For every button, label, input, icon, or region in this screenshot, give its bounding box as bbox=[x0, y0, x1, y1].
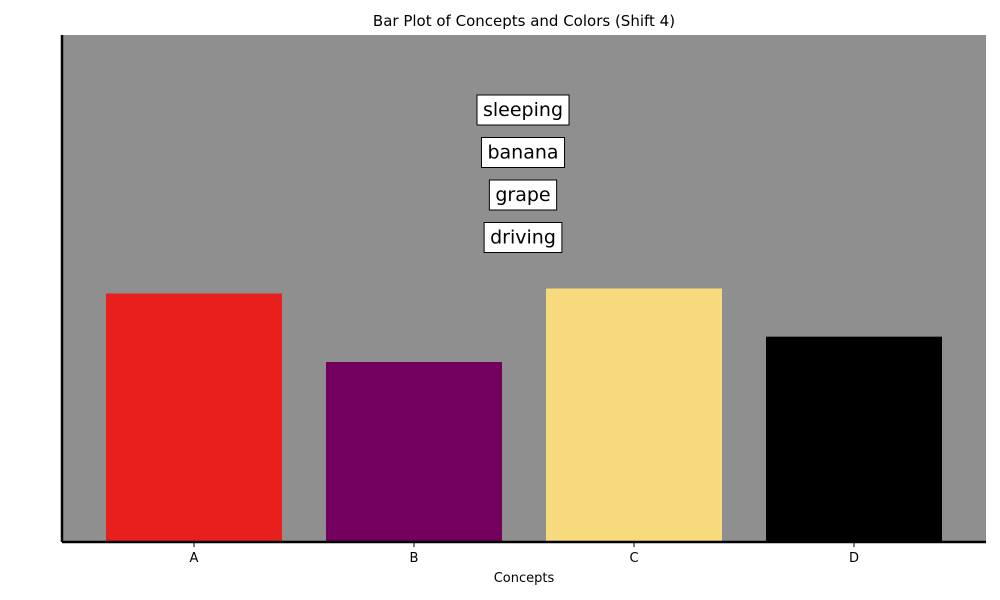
annotation-driving: driving bbox=[483, 222, 563, 253]
annotation-box bbox=[480, 137, 566, 168]
annotation-text: banana bbox=[487, 142, 558, 164]
x-axis-label: Concepts bbox=[494, 571, 555, 586]
bar-d bbox=[766, 336, 942, 542]
bar-b bbox=[326, 362, 502, 542]
x-tick-label: D bbox=[849, 551, 859, 566]
annotation-sleeping: sleeping bbox=[476, 94, 570, 126]
bar-a bbox=[106, 293, 282, 542]
bar-c bbox=[546, 288, 722, 542]
chart-title: Bar Plot of Concepts and Colors (Shift 4… bbox=[373, 12, 675, 30]
bars-group bbox=[106, 288, 942, 542]
annotation-text: grape bbox=[495, 184, 550, 206]
annotation-text: driving bbox=[490, 227, 556, 249]
x-tick-label: A bbox=[190, 551, 199, 566]
x-tick-label: B bbox=[410, 551, 419, 566]
x-ticks-group: A B C D bbox=[190, 542, 859, 566]
annotation-banana: banana bbox=[480, 137, 566, 168]
annotation-grape: grape bbox=[488, 179, 558, 211]
annotation-text: sleeping bbox=[483, 99, 563, 121]
annotations-group: sleeping banana grape driving bbox=[476, 94, 570, 253]
annotation-box bbox=[483, 222, 563, 253]
annotation-box bbox=[488, 179, 558, 211]
annotation-box bbox=[476, 94, 570, 126]
x-tick-label: C bbox=[629, 551, 638, 566]
